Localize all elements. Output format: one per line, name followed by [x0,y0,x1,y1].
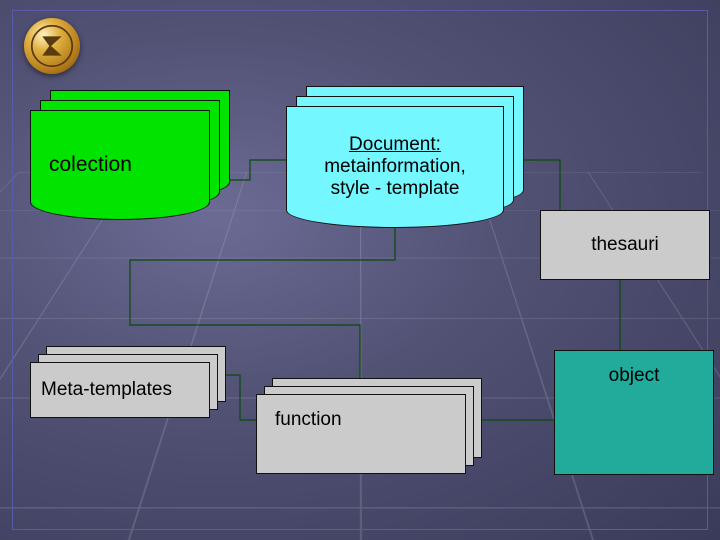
document: Document:metainformation,style - templat… [286,106,504,228]
document-label: Document:metainformation,style - templat… [324,134,466,200]
thesauri: thesauri [540,210,710,280]
object: object [554,350,714,475]
function-label: function [275,409,342,431]
thesauri-label: thesauri [591,234,659,256]
function: function [256,394,466,474]
collection: colection [30,110,210,220]
meta_templates: Meta-templates [30,362,210,418]
collection-label: colection [49,153,132,177]
object-label: object [609,365,660,387]
meta_templates-label: Meta-templates [41,379,172,401]
